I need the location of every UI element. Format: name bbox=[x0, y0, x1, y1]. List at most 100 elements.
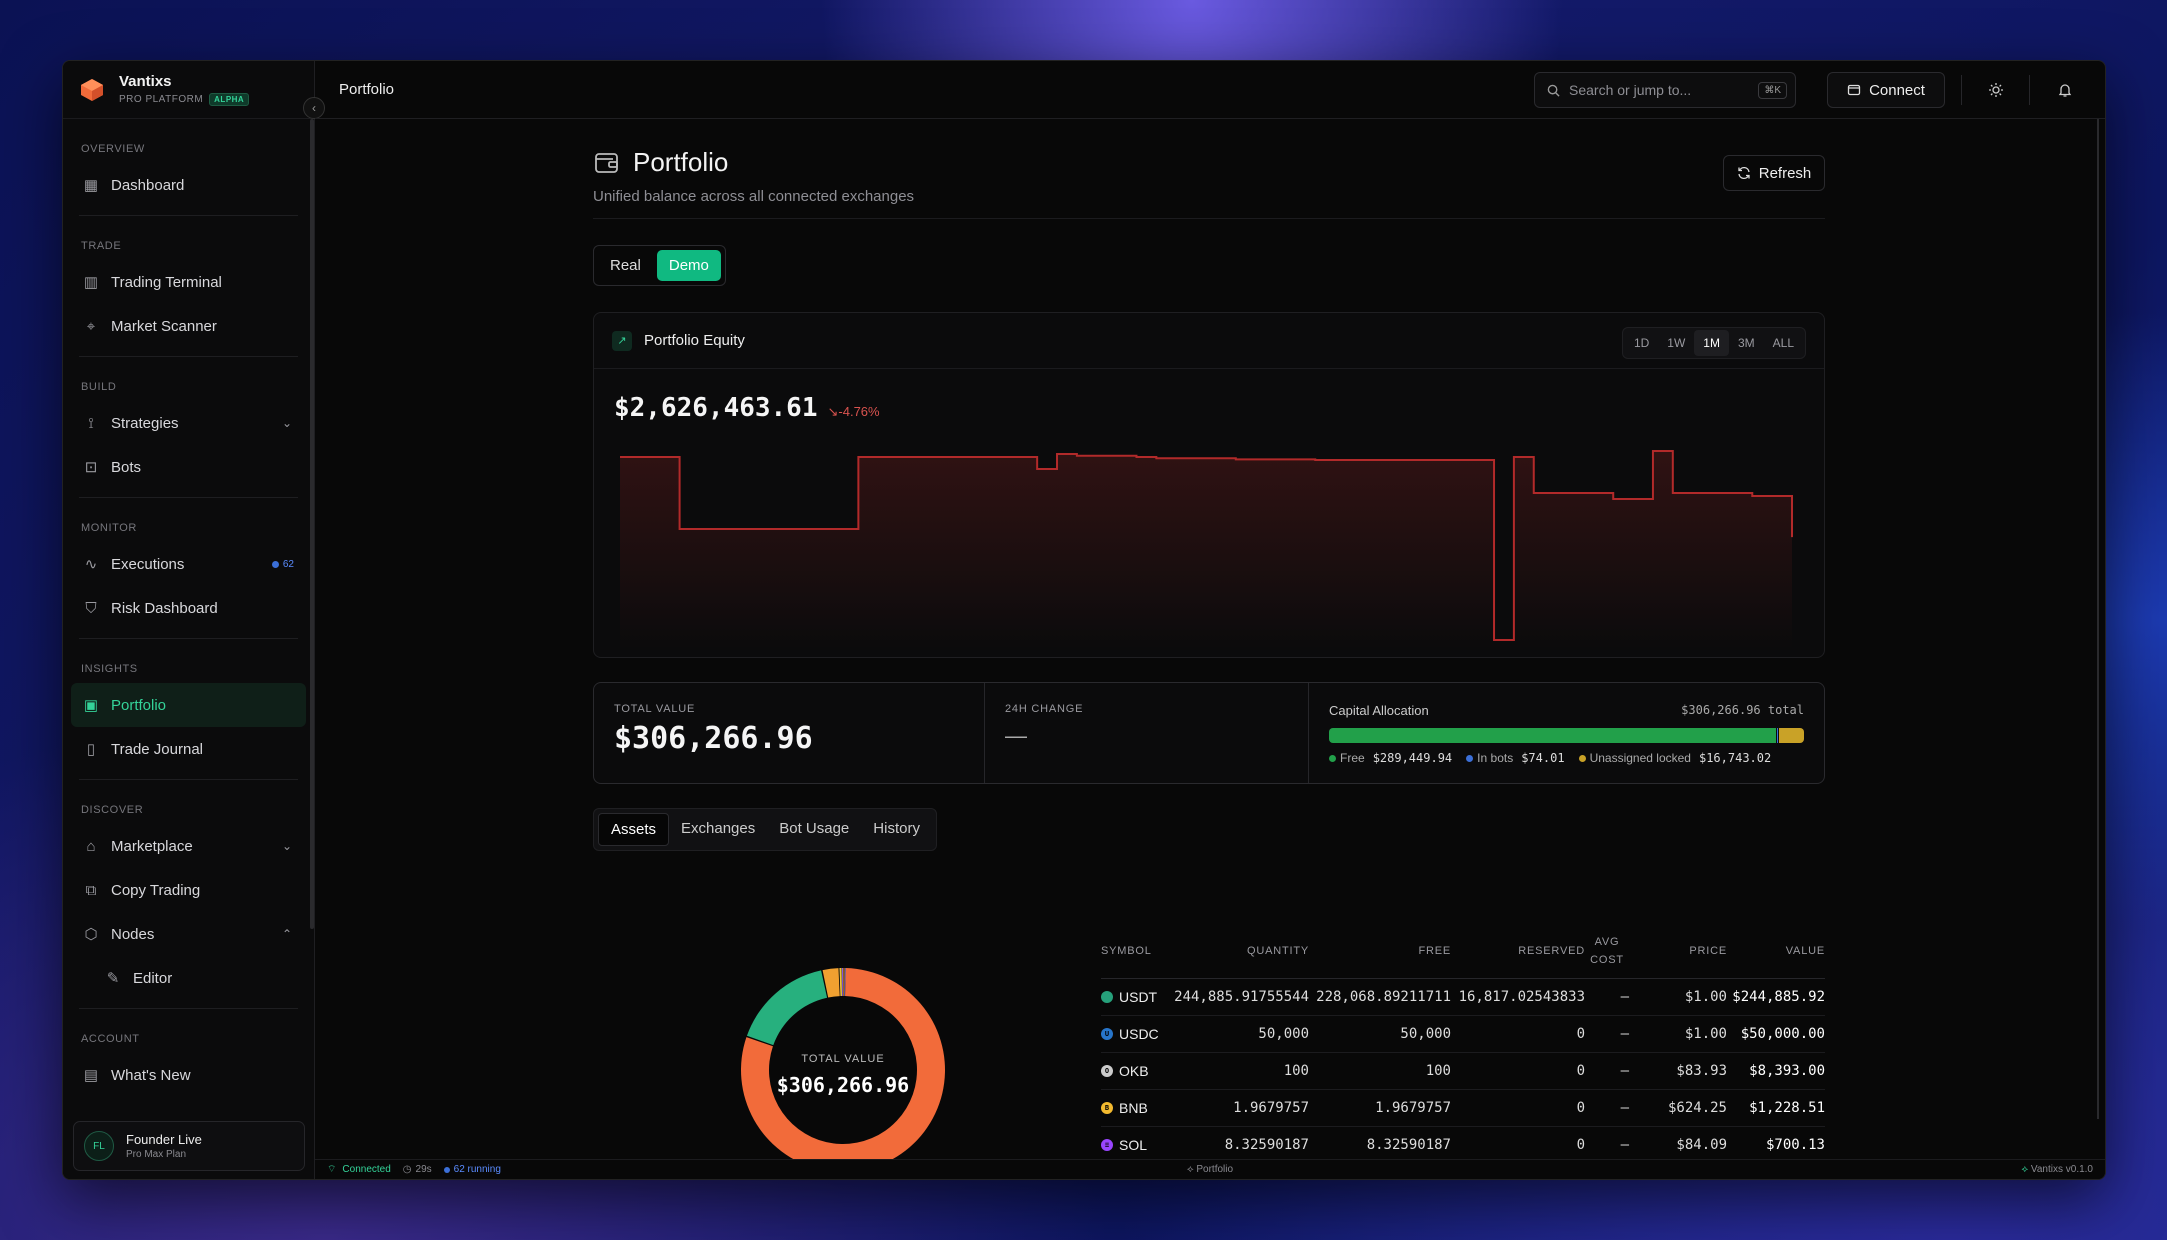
collapse-sidebar-button[interactable]: ‹ bbox=[303, 97, 325, 119]
legend-dot bbox=[1329, 754, 1336, 762]
column-header-reserved[interactable]: RESERVED bbox=[1518, 944, 1585, 957]
sidebar-scrollbar[interactable] bbox=[310, 119, 314, 929]
sidebar-item-copy-trading[interactable]: ⧉ Copy Trading bbox=[71, 868, 306, 912]
status-page-label: Portfolio bbox=[1196, 1164, 1234, 1175]
connect-button[interactable]: Connect bbox=[1827, 72, 1945, 108]
page-header: Portfolio Unified balance across all con… bbox=[593, 119, 1825, 219]
main-scrollbar[interactable] bbox=[2097, 119, 2099, 1119]
tab-bot-usage[interactable]: Bot Usage bbox=[779, 820, 850, 837]
range-1d[interactable]: 1D bbox=[1633, 336, 1650, 350]
donut-slice-btc[interactable] bbox=[843, 968, 845, 997]
cell-free: 1.9679757 bbox=[1375, 1100, 1451, 1116]
donut-slice-eth[interactable] bbox=[844, 968, 846, 997]
sidebar-item-what-s-new[interactable]: ▤ What's New bbox=[71, 1053, 306, 1097]
notifications-bell-icon[interactable] bbox=[2053, 78, 2077, 102]
sidebar-item-portfolio[interactable]: ▣ Portfolio bbox=[71, 683, 306, 727]
sidebar-item-label: Strategies bbox=[111, 414, 179, 432]
symbol-label: BNB bbox=[1119, 1100, 1148, 1116]
column-header-symbol[interactable]: SYMBOL bbox=[1101, 944, 1152, 957]
equity-value: $2,626,463.61 bbox=[614, 393, 818, 423]
donut-slice-usdt[interactable] bbox=[741, 968, 945, 1159]
equity-chart bbox=[620, 450, 1793, 649]
donut-slice-okb[interactable] bbox=[822, 968, 840, 998]
cell-price: $1.00 bbox=[1684, 989, 1727, 1005]
column-header-value[interactable]: VALUE bbox=[1785, 944, 1825, 957]
nav-section-heading: MONITOR bbox=[81, 522, 137, 534]
table-row[interactable]: B BNB 1.9679757 1.9679757 0 — $624.25 $1,228.51 bbox=[1101, 1090, 1825, 1127]
status-page: ⟡ Portfolio bbox=[1186, 1164, 1234, 1175]
refresh-label: Refresh bbox=[1758, 164, 1812, 182]
cell-free: 50,000 bbox=[1400, 1026, 1451, 1042]
change-24h-label: 24H CHANGE bbox=[1005, 703, 1084, 715]
executions-count-badge: 62 bbox=[271, 559, 294, 570]
sidebar-item-executions[interactable]: ∿ Executions 62 bbox=[71, 542, 306, 586]
bot-icon: ⊡ bbox=[84, 459, 98, 476]
version-label: Vantixs v0.1.0 bbox=[2030, 1164, 2093, 1175]
sidebar-item-market-scanner[interactable]: ⌖ Market Scanner bbox=[71, 304, 306, 348]
wifi-icon: ⌔ bbox=[327, 1164, 337, 1175]
tab-history[interactable]: History bbox=[873, 820, 920, 837]
search-icon bbox=[1547, 84, 1560, 97]
chevron-down-icon[interactable]: ⌄ bbox=[281, 839, 292, 853]
table-row[interactable]: USDT 244,885.91755544 228,068.89211711 16,8… bbox=[1101, 979, 1825, 1016]
range-1w[interactable]: 1W bbox=[1667, 336, 1686, 350]
cell-price: $1.00 bbox=[1684, 1026, 1727, 1042]
donut-slice-bnb[interactable] bbox=[839, 968, 842, 997]
table-header: SYMBOL QUANTITY FREE RESERVED AVG COST PRICE V… bbox=[1101, 923, 1825, 979]
sidebar-item-bots[interactable]: ⊡ Bots bbox=[71, 445, 306, 489]
cell-value: $50,000.00 bbox=[1740, 1026, 1825, 1042]
cell-reserved: 0 bbox=[1576, 1137, 1585, 1153]
table-row[interactable]: O OKB 100 100 0 — $83.93 $8,393.00 bbox=[1101, 1053, 1825, 1090]
sidebar-item-strategies[interactable]: ⟟ Strategies ⌄ bbox=[71, 401, 306, 445]
table-row[interactable]: ≡ SOL 8.32590187 8.32590187 0 — $84.09 $700.13 bbox=[1101, 1127, 1825, 1159]
sidebar-item-label: Dashboard bbox=[111, 176, 185, 194]
allocation-segment bbox=[1778, 728, 1804, 743]
toggle-real[interactable]: Real bbox=[610, 257, 641, 274]
donut-slice-sol[interactable] bbox=[842, 968, 844, 997]
table-row[interactable]: U USDC 50,000 50,000 0 — $1.00 $50,000.00 bbox=[1101, 1016, 1825, 1053]
column-header-quantity[interactable]: QUANTITY bbox=[1246, 944, 1309, 957]
tab-assets[interactable]: Assets bbox=[598, 813, 670, 846]
brand[interactable]: Vantixs PRO PLATFORM ALPHA ‹ bbox=[63, 61, 325, 119]
sidebar-item-dashboard[interactable]: ▦ Dashboard bbox=[71, 163, 306, 207]
chevron-down-icon[interactable]: ⌄ bbox=[281, 416, 292, 430]
equity-title: Portfolio Equity bbox=[644, 332, 745, 349]
refresh-button[interactable]: Refresh bbox=[1723, 155, 1825, 191]
column-header-free[interactable]: FREE bbox=[1418, 944, 1451, 957]
tab-exchanges[interactable]: Exchanges bbox=[681, 820, 756, 837]
column-header-avg-cost[interactable]: AVG COST bbox=[1590, 935, 1624, 966]
theme-toggle-sun-icon[interactable] bbox=[1984, 78, 2008, 102]
cell-avg: — bbox=[1620, 989, 1629, 1005]
cell-symbol: USDT bbox=[1101, 989, 1167, 1005]
sidebar-item-marketplace[interactable]: ⌂ Marketplace ⌄ bbox=[71, 824, 306, 868]
sidebar-item-risk-dashboard[interactable]: ⛉ Risk Dashboard bbox=[71, 586, 306, 630]
chevron-up-icon[interactable]: ⌃ bbox=[281, 927, 292, 941]
connection-status: Connected bbox=[342, 1164, 391, 1175]
nav-section-heading: ACCOUNT bbox=[81, 1033, 140, 1045]
range-3m[interactable]: 3M bbox=[1737, 336, 1755, 350]
cell-qty: 1.9679757 bbox=[1233, 1100, 1309, 1116]
toggle-demo[interactable]: Demo bbox=[656, 250, 721, 281]
search-shortcut: ⌘K bbox=[1758, 81, 1787, 99]
nav-divider bbox=[79, 779, 298, 780]
cell-avg: — bbox=[1620, 1026, 1629, 1042]
allocation-bar bbox=[1329, 728, 1804, 743]
running-count[interactable]: 62 running bbox=[453, 1164, 501, 1175]
range-all[interactable]: ALL bbox=[1772, 336, 1794, 350]
sidebar-item-trade-journal[interactable]: ▯ Trade Journal bbox=[71, 727, 306, 771]
range-1m[interactable]: 1M bbox=[1694, 330, 1729, 356]
column-header-price[interactable]: PRICE bbox=[1689, 944, 1727, 957]
sidebar-item-trading-terminal[interactable]: ▥ Trading Terminal bbox=[71, 260, 306, 304]
nav-section-heading: OVERVIEW bbox=[81, 143, 145, 155]
search-input[interactable]: Search or jump to... ⌘K bbox=[1534, 72, 1796, 108]
cell-avg: — bbox=[1620, 1137, 1629, 1153]
sidebar-item-nodes[interactable]: ⬡ Nodes ⌃ bbox=[71, 912, 306, 956]
main-content: Portfolio Unified balance across all con… bbox=[315, 119, 2099, 1159]
sidebar-item-editor[interactable]: ✎ Editor bbox=[71, 956, 306, 1000]
chart-icon: ▥ bbox=[83, 274, 99, 291]
sidebar-item-label: Market Scanner bbox=[111, 317, 217, 335]
cell-avg: — bbox=[1620, 1063, 1629, 1079]
search-placeholder: Search or jump to... bbox=[1569, 82, 1692, 98]
user-card[interactable]: FL Founder Live Pro Max Plan bbox=[73, 1121, 305, 1171]
donut-slice-usdc[interactable] bbox=[746, 970, 828, 1046]
